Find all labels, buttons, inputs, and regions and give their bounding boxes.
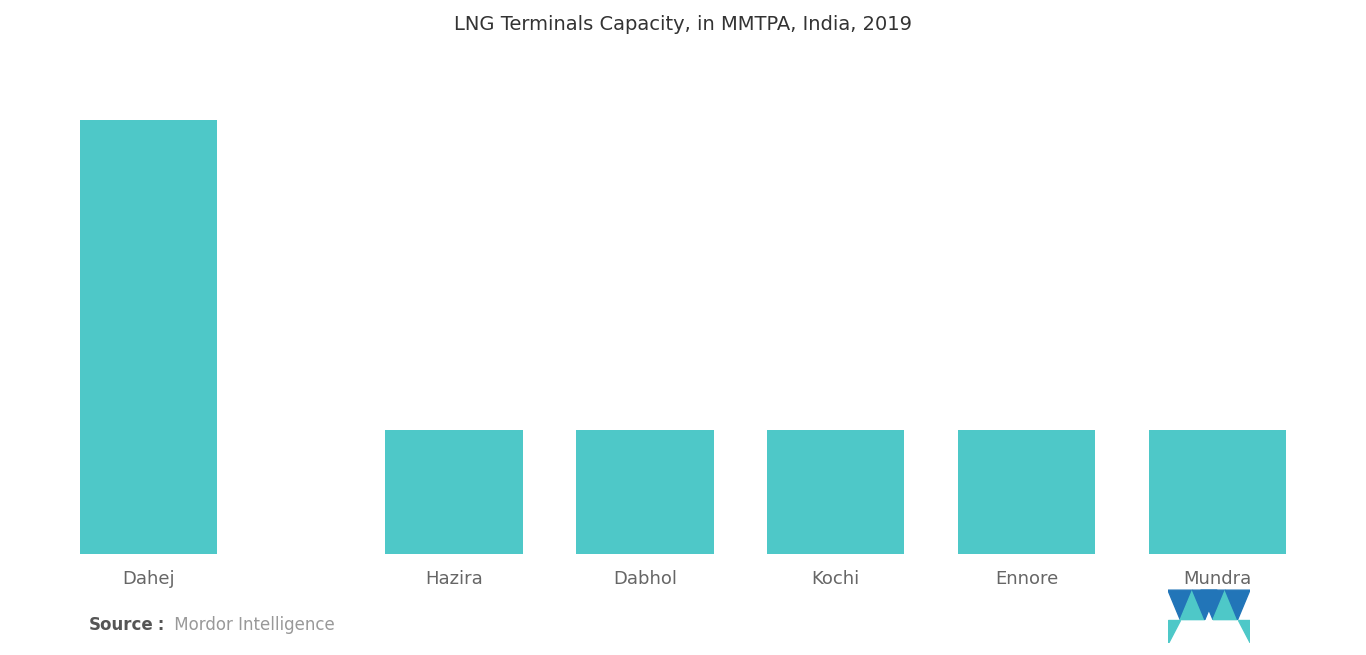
- Text: :: :: [152, 616, 164, 634]
- Polygon shape: [1201, 590, 1225, 620]
- Bar: [1149, 430, 1287, 553]
- Bar: [385, 430, 523, 553]
- Bar: [766, 430, 904, 553]
- Polygon shape: [1193, 590, 1217, 620]
- Bar: [576, 430, 713, 553]
- Bar: [958, 430, 1096, 553]
- Polygon shape: [1180, 590, 1205, 620]
- Polygon shape: [1168, 620, 1180, 643]
- Text: Mordor Intelligence: Mordor Intelligence: [169, 616, 335, 634]
- Polygon shape: [1168, 590, 1193, 620]
- Polygon shape: [1238, 620, 1250, 643]
- Bar: [79, 120, 217, 553]
- Polygon shape: [1225, 590, 1250, 620]
- Title: LNG Terminals Capacity, in MMTPA, India, 2019: LNG Terminals Capacity, in MMTPA, India,…: [454, 15, 912, 34]
- Text: Source: Source: [89, 616, 153, 634]
- Polygon shape: [1213, 590, 1238, 620]
